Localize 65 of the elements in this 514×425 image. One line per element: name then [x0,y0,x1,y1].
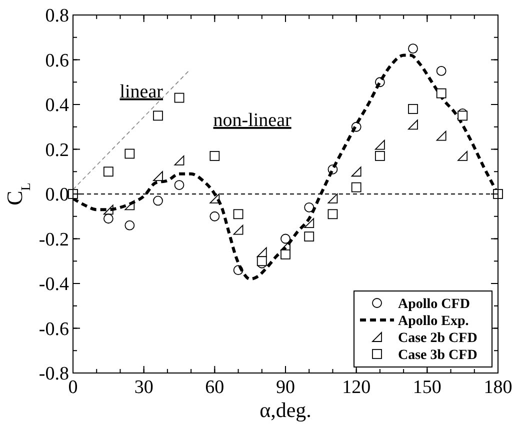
point [351,182,362,192]
y-tick-label: 0.4 [45,95,70,116]
point [103,166,114,177]
point [458,110,468,121]
annotation: linear [120,81,164,102]
x-tick-label: 120 [342,377,371,398]
point [436,130,446,141]
point [210,194,220,204]
point [124,148,135,159]
point [153,196,163,206]
point [233,224,244,235]
point [210,151,220,161]
x-tick-label: 60 [205,377,224,398]
legend-label: Apollo Exp. [398,314,469,329]
point [493,189,503,199]
point [153,171,163,182]
point [210,211,220,222]
point [408,104,418,114]
annotation: non-linear [213,110,292,131]
point [304,202,314,212]
y-tick-label: 0.8 [45,6,69,27]
x-tick-label: 0 [68,377,78,398]
point [280,249,290,260]
point [458,151,468,161]
x-tick-label: 30 [134,377,154,398]
point [280,234,290,244]
point [351,166,362,177]
point [374,140,385,150]
point [374,77,385,88]
point [153,110,163,121]
x-axis-title: α,deg. [260,398,312,422]
point [328,209,338,220]
point [233,209,244,220]
point [436,66,446,76]
point [124,220,135,230]
point [304,218,314,228]
legend-label: Case 3b CFD [398,348,478,363]
y-tick-label: -0.2 [38,229,69,250]
point [408,120,418,130]
point [124,200,135,210]
point [408,44,418,54]
x-tick-label: 150 [412,377,442,398]
y-tick-label: 0.6 [45,50,69,72]
point [174,180,184,190]
point [174,155,184,166]
legend-label: Case 2b CFD [398,330,478,346]
point [328,194,338,204]
x-tick-label: 90 [276,377,295,398]
point [351,122,362,132]
y-tick-label: -0.6 [38,318,69,340]
y-tick-label: 0.2 [45,140,69,161]
y-tick-label: 0.0 [45,184,69,206]
y-tick-label: -0.8 [38,364,69,385]
point [374,151,385,161]
point [328,164,338,174]
point [256,247,267,258]
point [304,232,314,242]
x-tick-label: 180 [484,377,512,398]
y-tick-label: -0.4 [38,274,70,296]
point [103,204,114,215]
point [103,214,114,224]
point [174,92,184,103]
point [233,265,244,276]
legend-label: Apollo CFD [398,296,470,312]
point [436,88,446,98]
